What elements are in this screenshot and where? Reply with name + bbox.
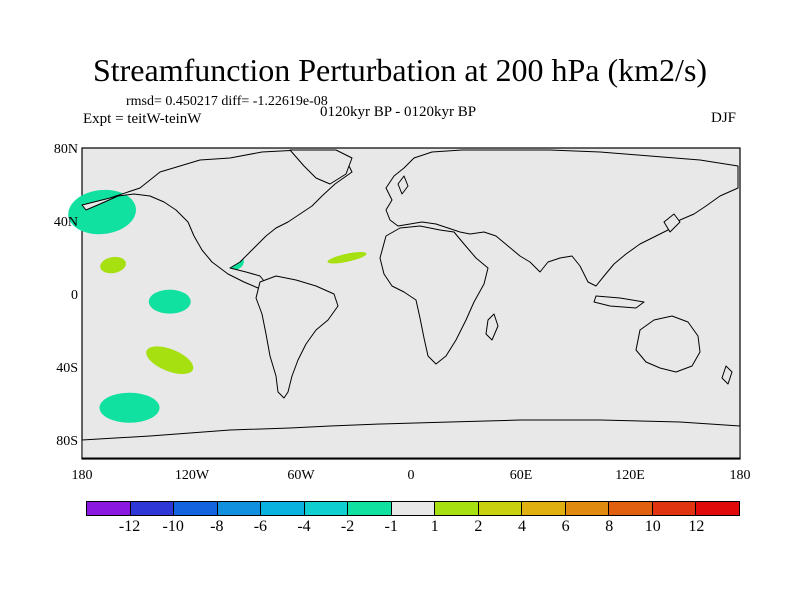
- colorbar-label: -10: [162, 518, 184, 535]
- lon-label-0: 0: [407, 468, 415, 483]
- colorbar-label: -1: [384, 518, 398, 535]
- colorbar-swatch: [435, 502, 479, 515]
- anomaly-equatorial-pacific-negative: [148, 289, 191, 314]
- anomaly-southern-pacific-negative: [99, 392, 160, 423]
- island-new-zealand: [721, 365, 733, 385]
- colorbar-label: -2: [340, 518, 355, 535]
- colorbar-swatch: [130, 502, 175, 515]
- colorbar-label: -4: [297, 518, 311, 535]
- colorbar-swatch: [261, 502, 305, 515]
- plot-title: Streamfunction Perturbation at 200 hPa (…: [92, 52, 708, 88]
- anomaly-central-atlantic-positive: [327, 252, 367, 264]
- lon-label-180e: 180: [729, 468, 751, 483]
- experiment-label: Expt = teitW-teinW: [83, 111, 202, 127]
- lon-label-120e: 120E: [615, 468, 645, 483]
- lon-label-180w: 180: [71, 468, 93, 483]
- colorbar-label: 1: [430, 518, 439, 535]
- colorbar-swatch: [217, 502, 262, 515]
- island-madagascar: [485, 313, 499, 341]
- colorbar-swatch: [522, 502, 566, 515]
- colorbar-label: -8: [210, 518, 224, 535]
- colorbar-label: 6: [561, 518, 570, 535]
- anomaly-north-pacific-negative: [68, 189, 136, 235]
- island-britain: [397, 175, 409, 195]
- colorbar: [86, 501, 740, 516]
- continent-antarctica: [81, 419, 741, 459]
- colorbar-swatch: [348, 502, 392, 515]
- lon-label-60w: 60W: [287, 468, 315, 483]
- lat-label-80n: 80N: [53, 142, 78, 157]
- colorbar-label: -12: [118, 518, 141, 535]
- colorbar-swatch: [478, 502, 523, 515]
- lat-label-80s: 80S: [56, 434, 78, 449]
- lat-label-40s: 40S: [56, 361, 78, 376]
- colorbar-swatch: [391, 502, 436, 515]
- continent-greenland: [289, 149, 353, 185]
- lon-label-60e: 60E: [509, 468, 533, 483]
- islands-indonesia: [593, 295, 645, 309]
- colorbar-label: 12: [688, 518, 705, 535]
- colorbar-swatch: [696, 502, 739, 515]
- colorbar-label: 4: [518, 518, 526, 535]
- colorbar-label: -6: [253, 518, 268, 535]
- continent-africa: [379, 225, 489, 365]
- colorbar-swatch: [304, 502, 349, 515]
- colorbar-swatch: [609, 502, 653, 515]
- continent-eurasia: [385, 149, 739, 287]
- anomaly-south-pacific-positive: [146, 346, 194, 375]
- colorbar-swatch: [87, 502, 131, 515]
- colorbar-label: 8: [605, 518, 614, 535]
- continent-north-america: [81, 149, 353, 289]
- anomaly-subtropical-pacific-positive: [100, 256, 126, 274]
- lon-label-120w: 120W: [174, 468, 210, 483]
- season-label: DJF: [711, 110, 737, 126]
- island-japan: [663, 213, 681, 233]
- continent-south-america: [255, 275, 339, 399]
- colorbar-label: 2: [474, 518, 483, 535]
- lat-label-equator: 0: [71, 288, 78, 303]
- rmsd-stats: rmsd= 0.450217 diff= -1.22619e-08: [126, 94, 328, 109]
- lat-label-40n: 40N: [53, 215, 78, 230]
- period-label: 0120kyr BP - 0120kyr BP: [320, 104, 477, 120]
- colorbar-swatch: [565, 502, 610, 515]
- colorbar-swatch: [174, 502, 218, 515]
- colorbar-label: 10: [644, 518, 661, 535]
- continent-australia: [635, 315, 701, 373]
- colorbar-swatch: [652, 502, 697, 515]
